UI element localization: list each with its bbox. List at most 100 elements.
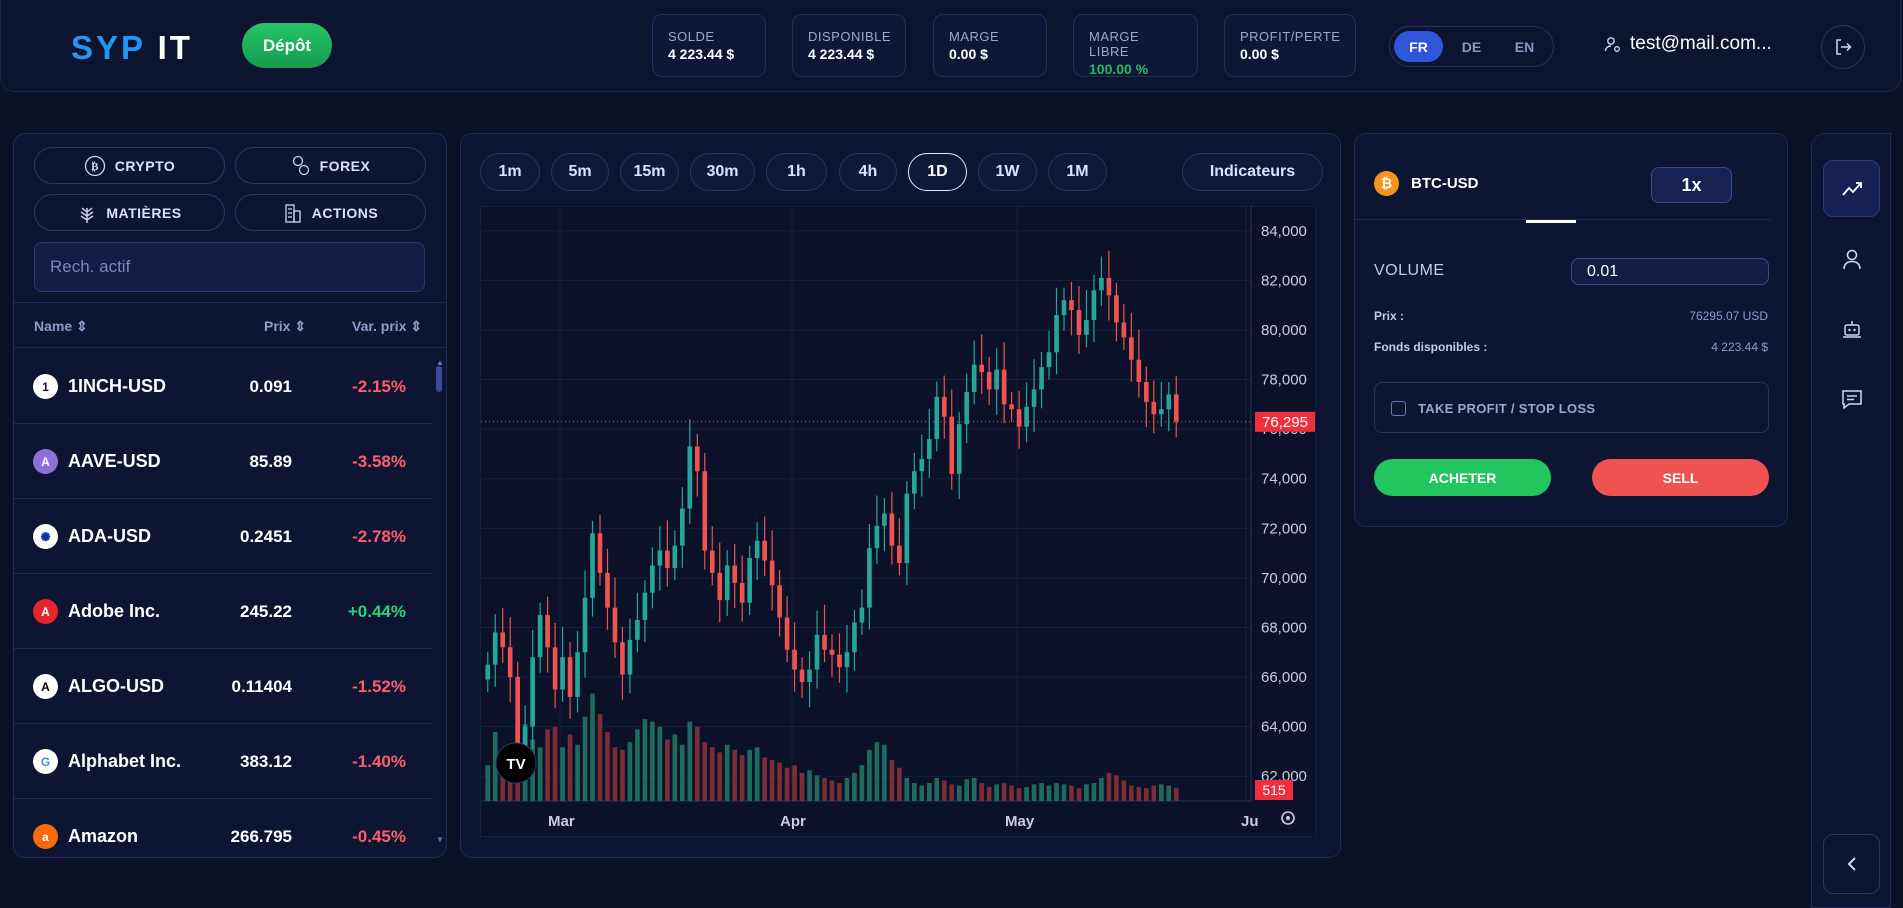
candle-body [747, 558, 752, 603]
volume-bar [1046, 785, 1052, 801]
lang-de[interactable]: DE [1461, 38, 1482, 55]
volume-input[interactable]: 0.01 [1571, 258, 1769, 285]
volume-bar [919, 785, 925, 801]
asset-name: AAVE-USD [68, 451, 161, 471]
candle-body [777, 585, 782, 618]
volume-bar [642, 719, 648, 801]
sidebar-item-chart[interactable] [1823, 160, 1880, 217]
volume-bar [867, 749, 872, 801]
candle-body [754, 540, 760, 559]
volume-bar [904, 777, 910, 801]
candle-body [650, 565, 655, 593]
logout-button[interactable] [1821, 25, 1865, 69]
stat-value: 0.00 $ [1240, 46, 1279, 62]
candle-body [964, 391, 970, 425]
chart-settings-icon[interactable] [1281, 811, 1295, 825]
lang-fr[interactable]: FR [1394, 31, 1443, 62]
stat-value: 0.00 $ [949, 46, 988, 62]
timeframe-5m[interactable]: 5m [551, 153, 609, 191]
timeframe-1D[interactable]: 1D [908, 153, 967, 191]
stat-value: 100.00 % [1089, 61, 1149, 77]
category-crypto[interactable]: ₿ CRYPTO [34, 147, 225, 184]
candle-body [507, 647, 513, 678]
candle-body [956, 424, 962, 474]
col-price[interactable]: Prix ⇕ [264, 318, 307, 334]
logo-part-2: IT [157, 29, 193, 66]
candle-body [971, 364, 977, 392]
candle-body [926, 439, 932, 459]
volume-bar [934, 777, 940, 801]
tpsl-box[interactable]: TAKE PROFIT / STOP LOSS [1374, 382, 1769, 433]
logo[interactable]: SYP IT [71, 29, 193, 67]
category-forex[interactable]: FOREX [235, 147, 426, 184]
stat-label: MARGE [949, 29, 1000, 44]
candle-body [567, 657, 573, 697]
assets-scrollbar[interactable]: ▲ ▼ [436, 358, 444, 844]
asset-search-input[interactable] [34, 242, 425, 292]
volume-bar [597, 714, 603, 801]
sidebar-collapse-button[interactable] [1823, 834, 1880, 894]
timeframe-1M[interactable]: 1M [1048, 153, 1107, 191]
col-change[interactable]: Var. prix ⇕ [352, 318, 423, 334]
category-commodities[interactable]: MATIÈRES [34, 194, 225, 231]
right-sidebar [1811, 133, 1891, 908]
sidebar-item-chat[interactable] [1823, 370, 1880, 427]
timeframe-1W[interactable]: 1W [978, 153, 1037, 191]
volume-bar [897, 767, 902, 801]
volume-bar [986, 786, 992, 801]
candle-body [717, 572, 723, 601]
timeframe-30m[interactable]: 30m [690, 153, 755, 191]
category-stocks[interactable]: ACTIONS [235, 194, 426, 231]
lang-en[interactable]: EN [1514, 38, 1535, 55]
candle-body [500, 632, 506, 648]
deposit-button[interactable]: Dépôt [242, 23, 332, 68]
top-header: SYP IT Dépôt SOLDE 4 223.44 $ DISPONIBLE… [0, 0, 1901, 92]
col-name[interactable]: Name ⇕ [34, 318, 88, 334]
sidebar-item-user[interactable] [1823, 230, 1880, 287]
timeframe-1m[interactable]: 1m [480, 153, 540, 191]
asset-row[interactable]: a Amazon 266.795 -0.45% [14, 799, 432, 857]
volume-bar [889, 760, 895, 801]
timeframe-15m[interactable]: 15m [620, 153, 679, 191]
candle-body [1076, 310, 1082, 335]
asset-price: 85.89 [249, 452, 292, 471]
timeframe-1h[interactable]: 1h [766, 153, 827, 191]
user-menu[interactable]: test@mail.com... [1604, 33, 1772, 55]
volume-bar [1001, 783, 1007, 801]
candle-body [492, 632, 498, 665]
volume-bar [582, 716, 588, 801]
candle-body [1061, 300, 1067, 316]
leverage-button[interactable]: 1x [1651, 167, 1732, 203]
candle-body [687, 446, 693, 509]
candlestick-chart[interactable]: 84,00082,00080,00078,00076,00074,00072,0… [479, 205, 1317, 838]
asset-price: 245.22 [240, 602, 292, 621]
timeframe-4h[interactable]: 4h [839, 153, 897, 191]
volume-bar [762, 757, 767, 801]
asset-row[interactable]: A ALGO-USD 0.11404 -1.52% [14, 649, 432, 724]
asset-row[interactable]: ✺ ADA-USD 0.2451 -2.78% [14, 499, 432, 574]
amazon-icon: a [33, 824, 58, 849]
buy-button[interactable]: ACHETER [1374, 459, 1551, 496]
volume-bar [567, 734, 573, 801]
volume-bar [620, 749, 625, 801]
asset-row[interactable]: 1 1INCH-USD 0.091 -2.15% [14, 349, 432, 424]
volume-bar [971, 777, 977, 801]
x-tick-label: Mar [548, 813, 575, 830]
volume-bar [859, 765, 865, 801]
candle-body [941, 396, 947, 417]
candle-body [949, 416, 955, 474]
candle-body [515, 677, 520, 764]
sell-button[interactable]: SELL [1592, 459, 1769, 496]
asset-row[interactable]: A Adobe Inc. 245.22 +0.44% [14, 574, 432, 649]
asset-change: -2.78% [352, 527, 406, 546]
google-icon: G [33, 749, 58, 774]
indicators-button[interactable]: Indicateurs [1182, 153, 1323, 191]
volume-bar [799, 772, 805, 801]
candle-body [1166, 394, 1172, 410]
sidebar-item-robot[interactable] [1823, 300, 1880, 357]
tpsl-checkbox[interactable] [1391, 401, 1406, 416]
asset-change: -1.52% [352, 677, 406, 696]
price-badge-bg [1255, 411, 1315, 432]
asset-row[interactable]: G Alphabet Inc. 383.12 -1.40% [14, 724, 432, 799]
asset-row[interactable]: A AAVE-USD 85.89 -3.58% [14, 424, 432, 499]
